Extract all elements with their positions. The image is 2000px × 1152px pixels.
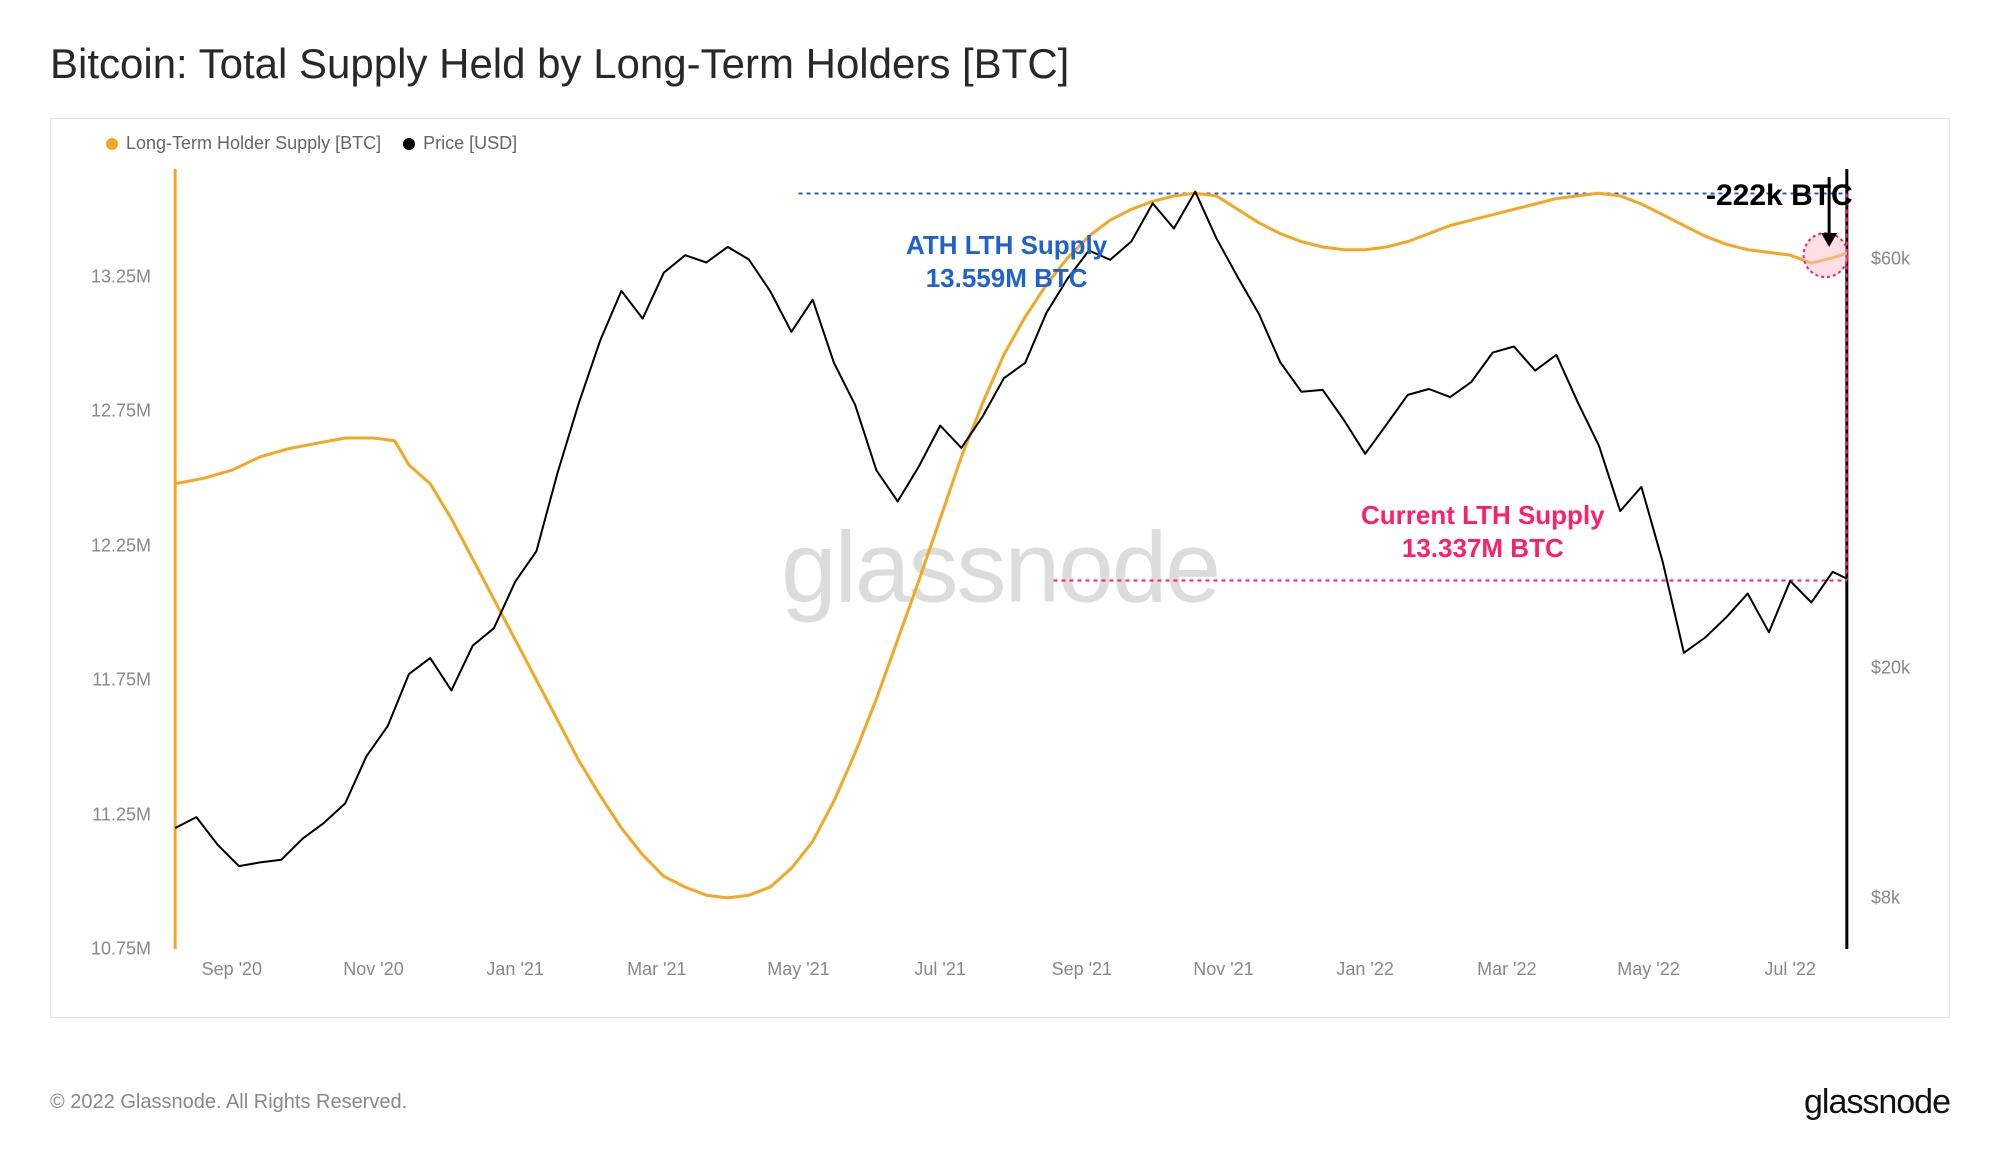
legend-item-supply: Long-Term Holder Supply [BTC] <box>106 133 381 154</box>
y-tick: 13.25M <box>51 266 151 287</box>
y2-tick: $20k <box>1871 658 1910 679</box>
footer: © 2022 Glassnode. All Rights Reserved. g… <box>50 1083 1950 1122</box>
y-tick: 12.25M <box>51 535 151 556</box>
chart-title: Bitcoin: Total Supply Held by Long-Term … <box>50 40 1950 88</box>
x-tick: Mar '21 <box>627 959 686 980</box>
x-tick: Jul '22 <box>1764 959 1815 980</box>
x-tick: May '22 <box>1617 959 1679 980</box>
chart-container: Long-Term Holder Supply [BTC] Price [USD… <box>50 118 1950 1018</box>
legend-label-price: Price [USD] <box>423 133 517 154</box>
x-tick: Jul '21 <box>914 959 965 980</box>
legend-item-price: Price [USD] <box>403 133 517 154</box>
y-tick: 11.25M <box>51 804 151 825</box>
x-tick: Jan '21 <box>486 959 543 980</box>
x-tick: Mar '22 <box>1477 959 1536 980</box>
y2-tick: $60k <box>1871 248 1910 269</box>
legend: Long-Term Holder Supply [BTC] Price [USD… <box>106 133 517 154</box>
x-tick: Sep '20 <box>202 959 263 980</box>
y2-tick: $8k <box>1871 888 1900 909</box>
brand-logo: glassnode <box>1804 1083 1950 1122</box>
x-tick: May '21 <box>767 959 829 980</box>
copyright: © 2022 Glassnode. All Rights Reserved. <box>50 1091 407 1114</box>
x-tick: Nov '20 <box>343 959 403 980</box>
x-tick: Nov '21 <box>1193 959 1253 980</box>
legend-label-supply: Long-Term Holder Supply [BTC] <box>126 133 381 154</box>
annotation-delta: -222k BTC <box>1706 177 1853 215</box>
annotation-ath: ATH LTH Supply13.559M BTC <box>906 229 1107 294</box>
x-tick: Sep '21 <box>1052 959 1113 980</box>
y-tick: 10.75M <box>51 939 151 960</box>
annotation-curr: Current LTH Supply13.337M BTC <box>1361 499 1605 564</box>
x-tick: Jan '22 <box>1336 959 1393 980</box>
legend-dot-supply <box>106 138 118 150</box>
legend-dot-price <box>403 138 415 150</box>
y-tick: 12.75M <box>51 401 151 422</box>
y-tick: 11.75M <box>51 670 151 691</box>
